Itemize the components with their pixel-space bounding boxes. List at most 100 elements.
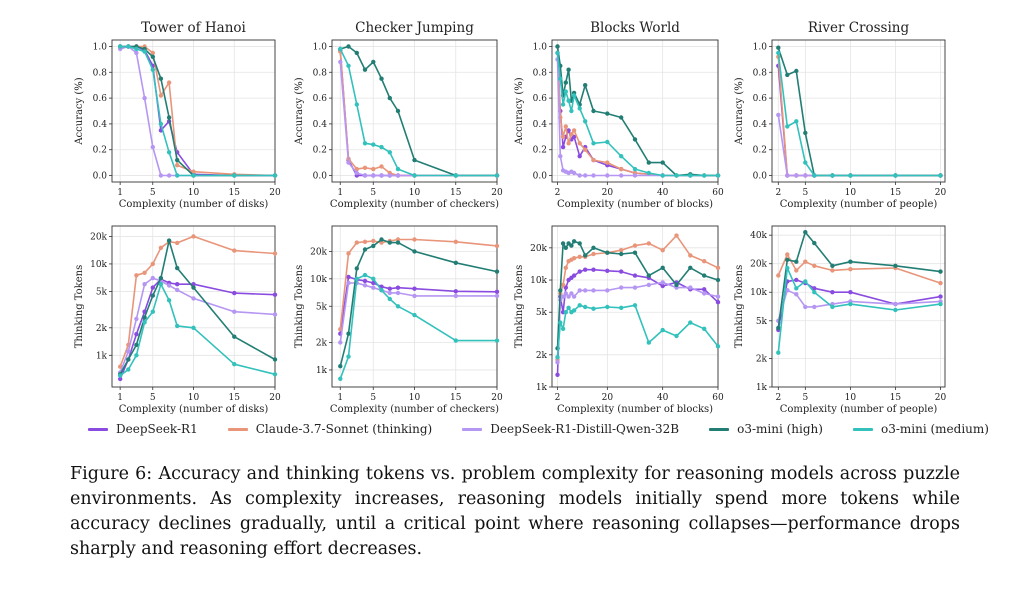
data-point (803, 160, 808, 165)
data-point (134, 332, 139, 337)
data-point (646, 241, 651, 246)
data-point (577, 154, 582, 159)
data-point (175, 323, 180, 329)
x-tick-label: 60 (712, 188, 724, 198)
data-point (395, 237, 401, 242)
data-point (142, 270, 147, 275)
data-point (346, 63, 351, 68)
data-point (830, 290, 835, 295)
data-point (158, 76, 164, 81)
data-point (555, 360, 560, 365)
series-line (340, 45, 497, 177)
x-tick-label: 5 (802, 393, 808, 403)
data-point (776, 45, 781, 50)
data-point (812, 304, 817, 310)
data-point (715, 300, 721, 305)
series-line (119, 239, 276, 375)
data-point (166, 298, 172, 303)
x-tick-label: 20 (602, 188, 614, 198)
x-tick-label: 15 (890, 393, 902, 403)
y-tick-label: 1k (316, 366, 328, 376)
data-point (560, 294, 566, 299)
data-point (571, 294, 577, 299)
series-line (120, 45, 275, 177)
data-point (232, 290, 237, 296)
data-point (142, 49, 147, 54)
y-tick-label: 0.0 (533, 172, 548, 182)
data-point (715, 344, 721, 349)
data-point (583, 119, 588, 124)
y-tick-label: 0.6 (753, 94, 768, 104)
series-line (556, 59, 718, 177)
data-point (560, 144, 566, 150)
data-point (563, 285, 568, 290)
data-point (494, 269, 500, 274)
data-point (702, 287, 707, 292)
data-point (338, 340, 343, 345)
data-point (395, 304, 401, 309)
y-tick-label: 0.4 (93, 120, 108, 130)
x-tick-label: 5 (150, 393, 156, 403)
data-point (591, 157, 596, 163)
legend-label: DeepSeek-R1 (116, 422, 198, 436)
chart-title: Tower of Hanoi (141, 20, 246, 36)
data-point (660, 173, 665, 178)
x-tick-label: 10 (409, 188, 421, 198)
data-point (175, 163, 180, 168)
data-point (395, 290, 401, 296)
x-tick-label: 5 (150, 188, 156, 198)
x-tick-label: 15 (890, 188, 902, 198)
data-point (346, 251, 351, 256)
data-point (166, 150, 172, 155)
data-point (577, 303, 582, 308)
data-point (571, 170, 577, 176)
data-point (150, 275, 155, 281)
data-point (577, 241, 582, 246)
data-point (371, 280, 376, 286)
data-point (702, 291, 707, 296)
data-point (785, 265, 790, 271)
data-point (118, 44, 123, 49)
data-point (848, 259, 853, 264)
data-point (558, 288, 563, 293)
data-point (702, 173, 707, 178)
data-point (591, 141, 596, 146)
data-point (619, 285, 624, 290)
data-point (395, 173, 401, 178)
y-tick-label: 20k (310, 247, 327, 257)
data-point (142, 320, 147, 325)
data-point (571, 239, 577, 244)
y-tick-label: 0.0 (753, 172, 768, 182)
data-point (412, 157, 417, 163)
series-line (119, 45, 275, 177)
data-point (232, 173, 237, 178)
y-tick-label: 1.0 (533, 42, 548, 52)
data-point (605, 268, 610, 273)
data-point (560, 326, 566, 331)
legend-swatch (88, 427, 108, 431)
data-point (126, 367, 131, 372)
data-point (660, 265, 665, 270)
data-point (272, 372, 278, 377)
y-tick-label: 5k (756, 317, 768, 327)
data-point (619, 305, 624, 310)
data-point (134, 273, 139, 278)
x-axis-label: Complexity (number of disks) (119, 404, 269, 415)
data-point (354, 266, 359, 271)
x-axis-label: Complexity (number of checkers) (330, 404, 499, 415)
series-line (339, 274, 497, 380)
data-point (563, 291, 568, 296)
data-point (938, 280, 943, 286)
data-point (354, 102, 359, 107)
data-point (158, 245, 164, 250)
data-point (938, 301, 943, 307)
legend-item-o3-mini-high: o3-mini (high) (709, 422, 823, 436)
x-tick-label: 2 (555, 188, 561, 198)
data-point (166, 115, 172, 120)
x-axis-label: Complexity (number of people) (780, 199, 938, 210)
data-point (632, 250, 638, 255)
data-point (150, 293, 155, 298)
data-point (412, 293, 417, 299)
data-point (566, 305, 571, 310)
data-point (563, 89, 568, 94)
